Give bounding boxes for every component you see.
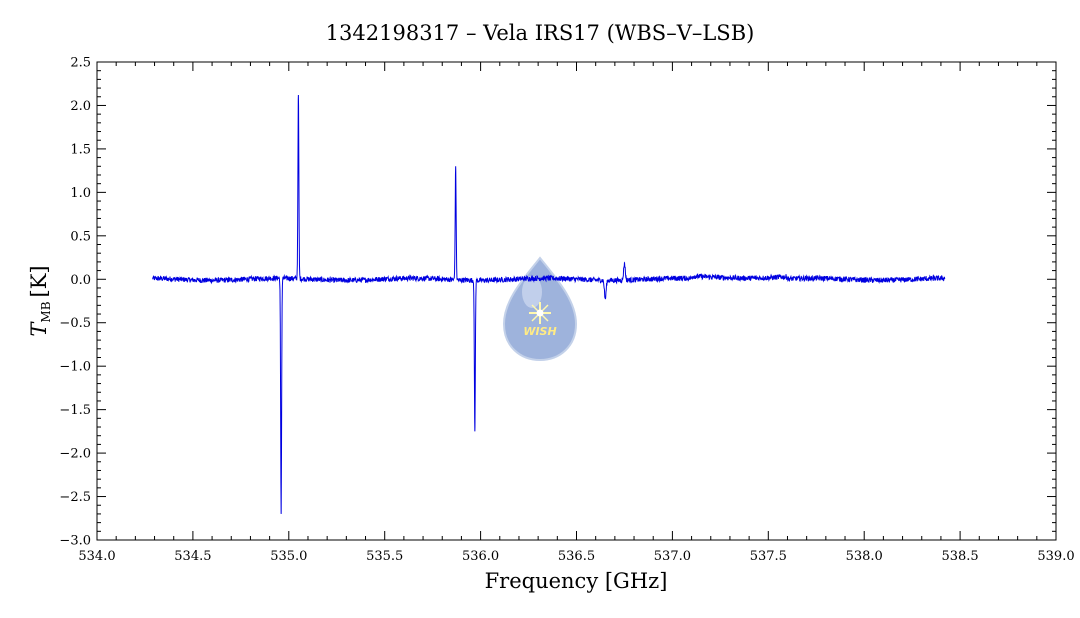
y-axis-title-unit: [K] xyxy=(27,265,51,297)
x-tick-label: 537.0 xyxy=(654,549,691,564)
x-axis-ticks xyxy=(96,62,1057,540)
y-axis-ticks xyxy=(97,61,1056,541)
y-tick-label: −2.5 xyxy=(59,490,91,505)
y-tick-label: −2.0 xyxy=(59,447,91,462)
x-axis-title: Frequency [GHz] xyxy=(485,569,668,593)
x-tick-label: 539.0 xyxy=(1037,549,1074,564)
y-tick-label: 2.0 xyxy=(70,99,91,114)
y-axis-title-subscript: MB xyxy=(39,301,53,322)
x-tick-label: 536.5 xyxy=(558,549,595,564)
x-tick-label: 535.5 xyxy=(366,549,403,564)
star-icon xyxy=(529,302,551,324)
y-tick-label: 1.0 xyxy=(70,186,91,201)
y-tick-label: −3.0 xyxy=(59,534,91,549)
y-tick-label: −0.5 xyxy=(59,316,91,331)
y-axis-title-symbol: T xyxy=(27,321,51,337)
x-tick-label: 538.5 xyxy=(941,549,978,564)
y-tick-label: 0.5 xyxy=(70,229,91,244)
y-tick-label: −1.5 xyxy=(59,403,91,418)
y-tick-label: 1.5 xyxy=(70,142,91,157)
y-axis-title: TMB [K] xyxy=(27,265,53,336)
x-tick-label: 537.5 xyxy=(750,549,787,564)
chart-title: 1342198317 – Vela IRS17 (WBS–V–LSB) xyxy=(326,21,755,45)
x-axis-tick-labels: 534.0 534.5 535.0 535.5 536.0 536.5 537.0 537.5… xyxy=(78,549,1074,564)
plot-frame xyxy=(96,61,1057,541)
logo-text: WISH xyxy=(523,325,556,338)
x-tick-label: 535.0 xyxy=(270,549,307,564)
x-tick-label: 536.0 xyxy=(462,549,499,564)
x-tick-label: 538.0 xyxy=(846,549,883,564)
y-tick-label: 0.0 xyxy=(70,273,91,288)
spectrum-series-line xyxy=(152,95,946,514)
y-axis-tick-labels: 2.5 2.0 1.5 1.0 0.5 0.0 −0.5 −1.0 −1.5 −2.0 −2.5 −3… xyxy=(59,56,91,549)
x-tick-label: 534.5 xyxy=(174,549,211,564)
wish-logo: WISH xyxy=(502,256,578,362)
x-tick-label: 534.0 xyxy=(78,549,115,564)
y-tick-label: 2.5 xyxy=(70,56,91,71)
svg-text:TMB[K]: TMB [K] xyxy=(27,265,53,336)
y-tick-label: −1.0 xyxy=(59,360,91,375)
